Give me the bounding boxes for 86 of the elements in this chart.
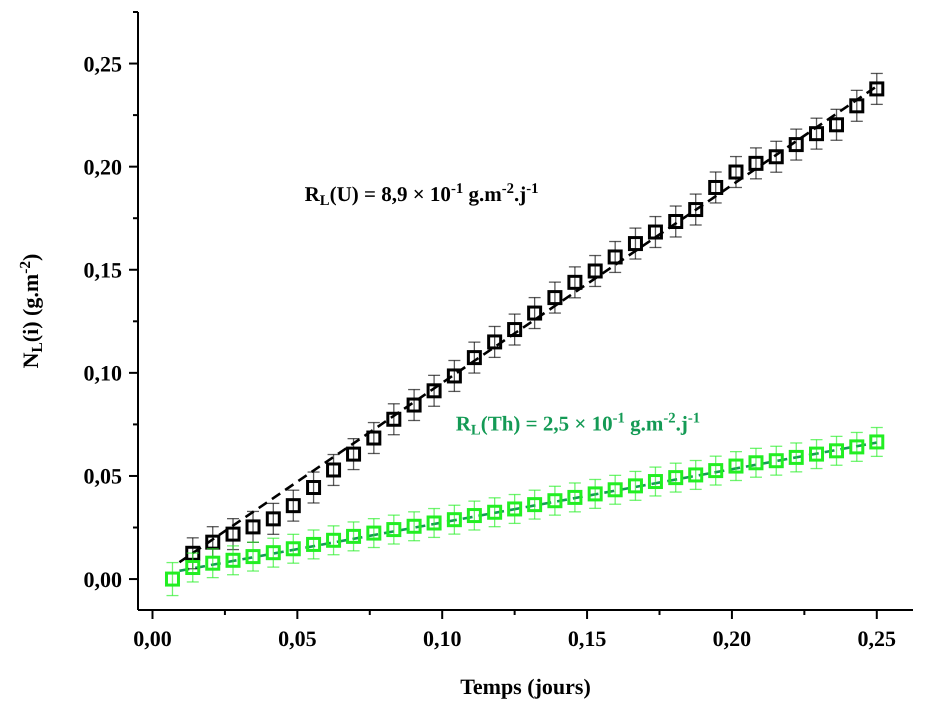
point	[608, 249, 623, 264]
point	[366, 430, 382, 446]
point	[164, 572, 180, 587]
x-tick-label: 0,15	[568, 626, 606, 651]
point	[266, 545, 281, 560]
point	[788, 137, 804, 152]
point	[306, 536, 322, 552]
point	[205, 534, 220, 550]
point	[768, 149, 784, 164]
point	[226, 552, 241, 568]
point	[567, 490, 582, 505]
point	[386, 522, 402, 538]
point	[728, 164, 744, 180]
point	[426, 515, 442, 530]
point	[527, 497, 542, 512]
point	[406, 518, 422, 534]
x-tick-label: 0,05	[278, 626, 317, 651]
point	[446, 512, 462, 528]
point	[688, 202, 704, 218]
point	[628, 236, 643, 252]
point	[829, 117, 844, 132]
point	[246, 549, 261, 564]
text: R$_{L}$(U) = 8,9 × 10$^{-1}$ g.m$^{-2}$.j$^{-1}$	[304, 180, 538, 209]
point	[487, 334, 502, 350]
point	[507, 322, 522, 338]
point	[547, 290, 562, 306]
point	[748, 455, 764, 470]
point	[185, 546, 200, 561]
point	[668, 470, 684, 486]
x-tick-label: 0,25	[858, 626, 896, 651]
point	[426, 383, 442, 398]
point	[628, 478, 643, 494]
point	[306, 480, 322, 496]
point	[809, 126, 824, 142]
point	[466, 508, 482, 524]
point	[547, 493, 562, 508]
point	[346, 446, 362, 462]
series-label: R$_{L}$(Th) = 2,5 × 10$^{-1}$ g.m$^{-2}$.j$^{-1}$	[456, 410, 700, 438]
point	[648, 474, 663, 490]
point	[286, 498, 301, 514]
point	[588, 486, 603, 502]
point	[527, 306, 542, 321]
point	[185, 560, 200, 576]
point	[588, 263, 603, 278]
point	[246, 519, 261, 534]
point	[708, 180, 724, 195]
point	[768, 453, 784, 468]
y-tick-label: 0,20	[84, 154, 122, 180]
point	[849, 439, 864, 454]
y-tick-label: 0,00	[84, 566, 122, 592]
point	[608, 482, 623, 498]
point	[326, 462, 342, 478]
point	[466, 350, 482, 366]
point	[567, 274, 582, 290]
point	[487, 504, 502, 520]
x-axis-title: Temps (jours)	[460, 674, 591, 699]
point	[266, 511, 281, 526]
point	[728, 458, 744, 474]
point	[708, 463, 724, 478]
y-tick-label: 0,05	[84, 464, 122, 489]
point	[688, 467, 704, 482]
point	[869, 81, 884, 96]
point	[748, 156, 764, 171]
point	[406, 398, 422, 413]
point	[829, 443, 844, 458]
point	[849, 98, 864, 114]
y-tick-label: 0,10	[84, 360, 122, 386]
point	[446, 368, 462, 384]
x-tick-label: 0,00	[133, 626, 172, 651]
y-tick-label: 0,15	[84, 257, 122, 282]
point	[648, 224, 663, 240]
point	[326, 532, 342, 548]
y-tick-label: 0,25	[84, 51, 122, 76]
point	[346, 528, 362, 544]
point	[869, 434, 884, 450]
x-tick-label: 0,10	[422, 626, 462, 651]
point	[366, 526, 382, 541]
point	[668, 214, 684, 230]
point	[286, 541, 301, 556]
point	[386, 412, 402, 427]
point	[507, 501, 522, 516]
point	[809, 446, 824, 462]
x-tick-label: 0,20	[712, 626, 752, 651]
point	[788, 450, 804, 465]
point	[205, 556, 220, 571]
point	[226, 526, 241, 542]
